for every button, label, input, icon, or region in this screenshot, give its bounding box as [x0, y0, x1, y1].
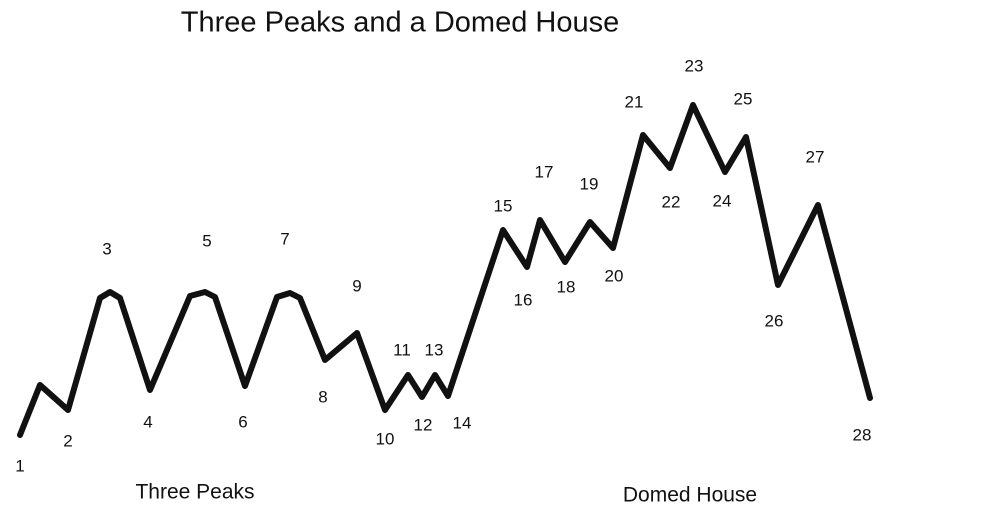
point-label: 28 — [853, 425, 872, 444]
point-label: 4 — [143, 412, 152, 431]
point-label: 23 — [685, 56, 704, 75]
point-label: 13 — [425, 340, 444, 359]
price-path — [17, 102, 873, 438]
point-label: 26 — [765, 311, 784, 330]
point-label: 25 — [734, 89, 753, 108]
point-label: 15 — [494, 196, 513, 215]
point-label: 10 — [376, 429, 395, 448]
point-label: 5 — [202, 231, 211, 250]
point-label: 6 — [238, 412, 247, 431]
point-label: 12 — [414, 415, 433, 434]
point-label: 9 — [352, 276, 361, 295]
point-label: 3 — [102, 239, 111, 258]
point-label: 2 — [63, 431, 72, 450]
section-label: Three Peaks — [135, 481, 254, 504]
point-label: 22 — [662, 192, 681, 211]
point-label: 20 — [605, 266, 624, 285]
point-label: 21 — [625, 92, 644, 111]
point-label: 1 — [15, 456, 24, 475]
point-labels: 1234567891011121314151617181920212223242… — [15, 56, 871, 475]
point-label: 8 — [318, 387, 327, 406]
point-label: 19 — [580, 174, 599, 193]
point-label: 27 — [806, 147, 825, 166]
point-label: 18 — [557, 277, 576, 296]
point-label: 24 — [713, 191, 732, 210]
point-label: 7 — [280, 229, 289, 248]
point-label: 17 — [535, 162, 554, 181]
point-label: 16 — [514, 290, 533, 309]
point-label: 11 — [393, 340, 411, 359]
point-label: 14 — [453, 413, 472, 432]
title: Three Peaks and a Domed House — [181, 7, 619, 39]
section-label: Domed House — [623, 484, 757, 507]
